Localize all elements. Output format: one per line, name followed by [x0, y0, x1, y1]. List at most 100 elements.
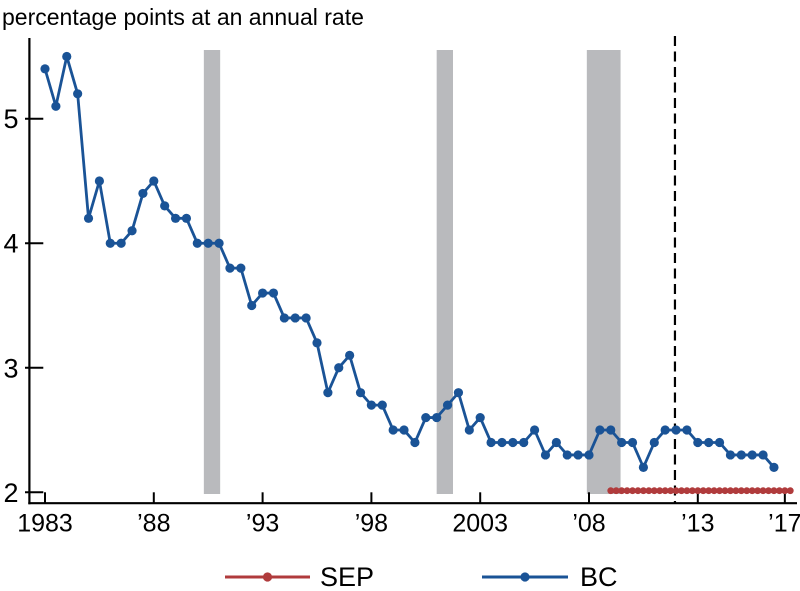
bc-marker	[649, 437, 659, 448]
bc-marker	[203, 238, 213, 248]
bc-marker	[562, 450, 572, 460]
bc-marker	[595, 425, 605, 435]
sep-marker	[732, 487, 740, 495]
bc-marker	[627, 437, 638, 448]
bc-marker	[345, 350, 355, 360]
recession-band	[436, 50, 453, 494]
legend-bc-label: BC	[580, 562, 618, 591]
bc-marker	[149, 176, 159, 186]
sep-marker	[634, 487, 642, 495]
legend: SEP BC	[225, 562, 618, 591]
bc-marker	[51, 101, 61, 111]
bc-marker	[573, 450, 583, 460]
sep-marker	[759, 487, 767, 495]
sep-marker	[716, 487, 723, 495]
bc-marker	[83, 213, 94, 223]
bc-marker	[758, 450, 768, 460]
bc-marker	[638, 462, 649, 472]
bc-marker	[127, 226, 137, 236]
bc-marker	[671, 425, 681, 435]
x-tick-label: 1983	[17, 510, 73, 538]
sep-marker	[645, 487, 653, 495]
bc-marker	[736, 450, 746, 460]
bc-marker	[769, 462, 779, 472]
bc-marker	[508, 437, 518, 448]
bc-marker	[377, 400, 387, 410]
bc-marker	[138, 188, 148, 199]
bc-marker	[279, 313, 289, 323]
bc-marker	[551, 437, 561, 448]
bc-marker	[366, 400, 376, 410]
sep-marker	[699, 487, 707, 495]
bc-marker	[442, 400, 453, 410]
bc-marker	[192, 238, 202, 248]
bc-marker	[388, 425, 398, 435]
sep-marker	[607, 487, 615, 495]
bc-marker	[116, 238, 126, 248]
bc-marker	[410, 437, 420, 448]
y-tick-label: 4	[3, 229, 18, 259]
bc-marker	[693, 437, 703, 448]
legend-sep-marker-icon	[262, 572, 273, 582]
bc-marker	[464, 425, 474, 435]
bc-marker	[236, 263, 246, 273]
y-tick-label: 2	[3, 478, 18, 508]
x-tick-label: ’08	[572, 510, 605, 538]
bc-marker	[258, 288, 268, 298]
recession-band	[586, 50, 621, 494]
sep-marker	[786, 487, 794, 495]
sep-marker	[656, 487, 664, 495]
bc-marker	[497, 437, 507, 448]
sep-marker	[776, 487, 783, 495]
bc-marker	[323, 388, 333, 398]
bc-marker	[105, 238, 115, 248]
sep-marker	[650, 487, 658, 495]
sep-marker	[743, 487, 751, 495]
bc-marker	[475, 412, 485, 423]
bc-marker	[160, 201, 170, 211]
sep-marker	[661, 487, 669, 495]
x-tick-label: ’13	[681, 510, 714, 538]
bc-marker	[432, 412, 442, 423]
sep-marker	[781, 487, 789, 495]
x-tick-label: ’93	[246, 510, 279, 538]
bc-line	[43, 56, 776, 471]
bc-marker	[704, 437, 714, 448]
sep-marker	[678, 487, 685, 495]
bc-marker	[421, 412, 431, 423]
bc-marker	[530, 425, 540, 435]
bc-marker	[725, 450, 736, 460]
bc-marker	[660, 425, 670, 435]
legend-bc-marker-icon	[520, 572, 530, 582]
sep-marker	[688, 487, 696, 495]
bc-marker	[312, 338, 322, 348]
sep-marker	[705, 487, 713, 495]
x-tick-label: ’98	[355, 510, 388, 538]
x-tick-label: ’17	[768, 510, 800, 538]
bc-marker	[355, 388, 366, 398]
bc-marker	[334, 363, 344, 373]
bc-marker	[40, 64, 50, 74]
bc-marker	[399, 425, 409, 435]
sep-marker	[770, 487, 778, 495]
sep-marker	[754, 487, 762, 495]
bc-marker	[94, 176, 104, 186]
bc-marker	[714, 437, 725, 448]
sep-marker	[612, 487, 620, 495]
bc-marker	[73, 89, 83, 99]
bc-marker	[540, 450, 551, 460]
sep-marker	[623, 487, 631, 495]
bc-marker	[301, 313, 311, 323]
bc-marker	[62, 51, 72, 62]
y-tick-label: 5	[3, 104, 18, 134]
sep-marker	[672, 487, 680, 495]
bc-marker	[214, 238, 224, 248]
bc-marker	[519, 437, 529, 448]
x-tick-label: 2003	[452, 510, 508, 538]
x-tick-label: ’88	[137, 510, 170, 538]
bc-marker	[747, 450, 757, 460]
recession-band	[203, 50, 221, 494]
bc-marker	[290, 313, 300, 323]
sep-marker	[727, 487, 734, 495]
legend-sep-label: SEP	[320, 562, 374, 591]
